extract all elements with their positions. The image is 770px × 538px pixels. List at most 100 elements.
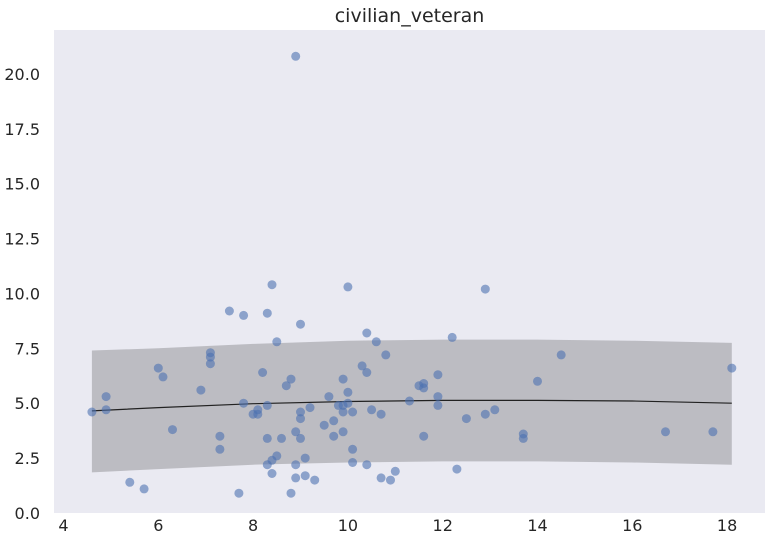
- data-point: [291, 51, 301, 61]
- data-point: [433, 400, 443, 410]
- data-point: [362, 328, 372, 338]
- data-point: [338, 427, 348, 437]
- data-point: [139, 484, 149, 494]
- data-point: [362, 368, 372, 377]
- x-tick-label: 14: [527, 516, 547, 535]
- data-point: [286, 374, 296, 384]
- data-point: [205, 359, 215, 369]
- data-point: [253, 409, 263, 419]
- fit-line: [91, 399, 732, 412]
- data-point: [376, 473, 386, 483]
- data-point: [296, 414, 305, 424]
- y-tick-label: 10.0: [4, 285, 40, 304]
- data-point: [101, 392, 111, 402]
- data-point: [319, 420, 329, 430]
- data-point: [234, 488, 244, 498]
- data-point: [405, 396, 414, 406]
- data-point: [338, 374, 348, 384]
- data-point: [125, 477, 135, 487]
- data-point: [272, 451, 282, 461]
- data-point: [357, 361, 367, 371]
- data-point: [239, 310, 249, 320]
- data-point: [329, 431, 339, 441]
- data-point: [480, 284, 490, 294]
- x-tick-label: 4: [58, 516, 68, 535]
- y-tick-label: 17.5: [4, 120, 40, 139]
- data-point: [300, 471, 310, 481]
- data-point: [267, 469, 277, 478]
- data-point: [343, 282, 353, 292]
- y-tick-label: 20.0: [4, 65, 40, 84]
- data-point: [267, 280, 277, 290]
- data-point: [215, 444, 225, 454]
- data-point: [461, 414, 471, 424]
- data-point: [272, 337, 282, 347]
- data-point: [296, 433, 305, 443]
- y-tick-label: 2.5: [15, 449, 40, 468]
- data-point: [480, 409, 490, 419]
- data-point: [367, 405, 377, 415]
- data-point: [277, 433, 286, 443]
- data-point: [262, 308, 272, 318]
- data-point: [158, 372, 168, 382]
- data-point: [433, 392, 443, 402]
- data-point: [533, 376, 542, 386]
- data-point: [343, 387, 353, 397]
- confidence-band: [91, 339, 732, 473]
- data-point: [419, 383, 429, 393]
- x-tick-label: 10: [338, 516, 358, 535]
- data-point: [348, 444, 358, 454]
- data-point: [258, 368, 268, 377]
- data-point: [490, 405, 500, 415]
- y-tick-label: 15.0: [4, 175, 40, 194]
- data-point: [153, 363, 163, 373]
- data-point: [101, 405, 111, 415]
- x-tick-label: 6: [153, 516, 163, 535]
- data-point: [196, 385, 206, 395]
- data-point: [291, 427, 301, 437]
- data-point: [286, 488, 296, 498]
- data-point: [386, 475, 395, 485]
- data-point: [262, 400, 272, 410]
- y-tick-label: 0.0: [15, 504, 40, 523]
- data-point: [708, 427, 718, 437]
- data-point: [433, 370, 443, 380]
- confidence-band-layer: [91, 339, 732, 473]
- chart-title: civilian_veteran: [335, 5, 485, 27]
- x-tick-label: 18: [717, 516, 737, 535]
- data-point: [262, 433, 272, 443]
- data-point: [419, 431, 429, 441]
- data-point: [661, 427, 670, 437]
- data-point: [376, 409, 386, 419]
- data-point: [556, 350, 566, 360]
- data-point: [338, 407, 348, 417]
- data-point: [224, 306, 234, 316]
- data-point: [348, 458, 358, 467]
- data-point: [215, 431, 225, 441]
- fit-line-layer: [91, 399, 732, 412]
- data-point: [310, 475, 320, 485]
- data-point: [447, 332, 457, 342]
- data-point: [300, 453, 310, 463]
- data-point: [381, 350, 391, 360]
- scatter-points-layer: [87, 51, 737, 498]
- x-tick-label: 8: [248, 516, 258, 535]
- data-point: [371, 337, 381, 347]
- data-point: [239, 398, 249, 408]
- data-point: [87, 407, 97, 417]
- y-tick-label: 5.0: [15, 394, 40, 413]
- data-point: [296, 407, 305, 417]
- x-tick-label: 16: [622, 516, 642, 535]
- data-point: [291, 460, 301, 470]
- data-point: [348, 407, 358, 417]
- data-point: [343, 398, 353, 408]
- x-axis-ticks: 4 6 8 10 12 14 16 18: [58, 516, 737, 535]
- data-point: [281, 381, 291, 391]
- data-point: [390, 466, 400, 476]
- data-point: [296, 319, 305, 329]
- data-point: [329, 416, 339, 426]
- data-point: [362, 460, 372, 470]
- x-tick-label: 12: [433, 516, 453, 535]
- data-point: [324, 392, 334, 402]
